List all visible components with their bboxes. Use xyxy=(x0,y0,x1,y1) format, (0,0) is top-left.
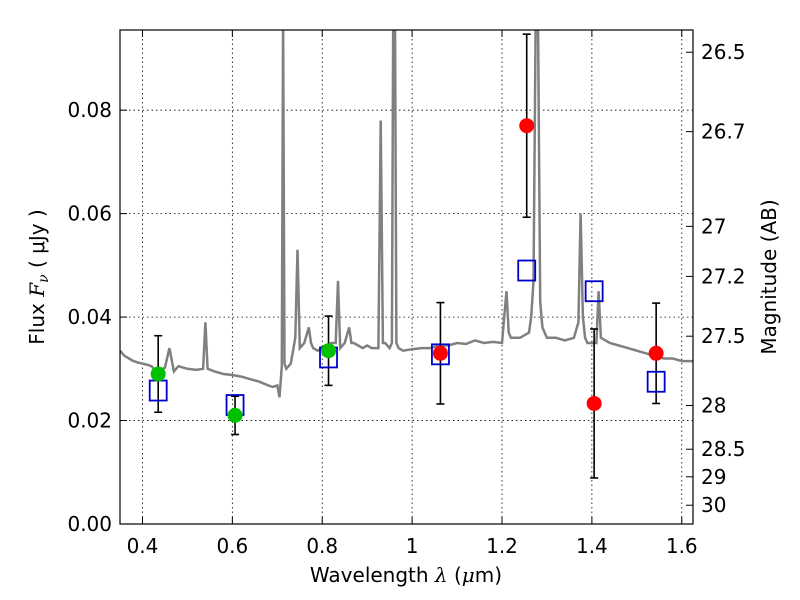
x-tick-label: 0.8 xyxy=(306,534,338,558)
x-axis-label-unit-open: ( xyxy=(448,563,462,587)
y-tick-label: 0.02 xyxy=(67,409,112,433)
model-box xyxy=(517,259,537,282)
y2-tick-label: 28.5 xyxy=(701,437,746,461)
y2-tick-label: 28 xyxy=(701,393,726,417)
x-axis-label-unit-mu: μ xyxy=(462,563,475,587)
y-axis-label-sub: ν xyxy=(36,274,52,283)
x-tick-label: 1 xyxy=(406,534,419,558)
red-point xyxy=(432,345,448,361)
x-tick-label: 1.6 xyxy=(666,534,698,558)
model-box xyxy=(584,280,604,303)
axis-ticks xyxy=(120,30,693,525)
x-axis-label-prefix: Wavelength xyxy=(310,563,435,587)
y2-tick-label: 29 xyxy=(701,465,726,489)
plot-background xyxy=(120,30,693,524)
observed-points xyxy=(150,118,664,423)
x-axis-label-unit-close: m) xyxy=(475,563,502,587)
y2-tick-label: 26.7 xyxy=(701,120,746,144)
y-axis-label-symbol: F xyxy=(25,282,49,298)
tick-labels: 0.4 0.6 0.8 1 1.2 1.4 1.6 0.00 0.02 0.04 0.06 0.08 2… xyxy=(67,40,745,558)
y2-tick-label: 26.5 xyxy=(701,40,746,64)
x-tick-label: 0.6 xyxy=(216,534,248,558)
y-tick-label: 0.00 xyxy=(67,512,112,536)
model-box xyxy=(646,370,666,393)
red-point xyxy=(648,345,664,361)
y-tick-label: 0.06 xyxy=(67,202,112,226)
y2-axis-label: Magnitude (AB) xyxy=(757,199,781,354)
plot-frame xyxy=(119,29,694,525)
green-point xyxy=(150,366,166,382)
green-point xyxy=(321,343,337,359)
model-spectrum-line xyxy=(120,30,693,398)
green-point xyxy=(227,407,243,423)
model-box xyxy=(431,343,450,366)
x-tick-label: 0.4 xyxy=(127,534,159,558)
red-point xyxy=(519,118,535,134)
grid-lines xyxy=(120,30,693,524)
y2-tick-label: 27.2 xyxy=(701,264,746,288)
x-axis-label-symbol: λ xyxy=(434,563,448,587)
x-tick-label: 1.4 xyxy=(576,534,608,558)
x-axis-label: Wavelength λ (μm) xyxy=(310,563,502,587)
y-tick-label: 0.08 xyxy=(67,98,112,122)
x-tick-label: 1.2 xyxy=(486,534,518,558)
y-axis-label-prefix: Flux xyxy=(25,297,49,345)
y2-tick-label: 27.5 xyxy=(701,324,746,348)
y-tick-label: 0.04 xyxy=(67,305,112,329)
red-point xyxy=(586,395,602,411)
y2-tick-label: 30 xyxy=(701,493,726,517)
y-axis-label: Flux Fν ( μJy ) xyxy=(25,209,52,344)
y2-tick-label: 27 xyxy=(701,214,726,238)
y-axis-label-unit: ( μJy ) xyxy=(25,209,49,274)
